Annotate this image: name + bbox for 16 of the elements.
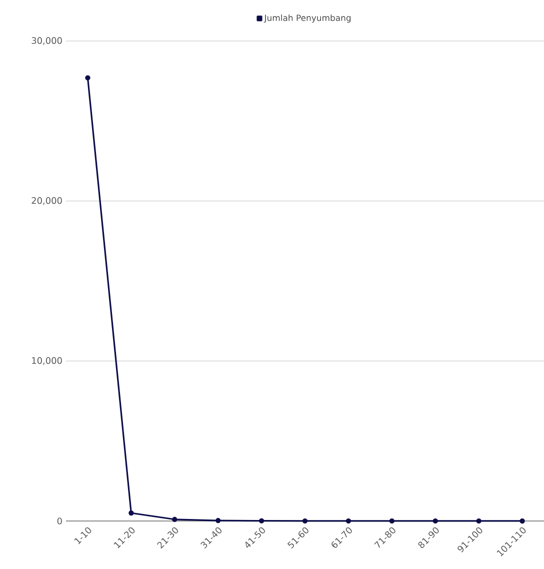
y-tick-label: 0 [57,518,62,524]
point [85,75,90,80]
point [389,518,395,524]
point [258,518,264,524]
point [216,518,221,524]
legend-label: Jumlah Penyumbang [264,14,351,23]
point [128,510,134,516]
point [346,518,352,524]
point [302,518,308,524]
point [476,518,482,524]
point [432,518,438,524]
y-tick-label: 30,000 [32,37,62,45]
point [520,518,525,524]
y-tick-label: 20,000 [32,197,62,205]
y-tick-label: 10,000 [32,357,62,365]
point [172,516,178,522]
